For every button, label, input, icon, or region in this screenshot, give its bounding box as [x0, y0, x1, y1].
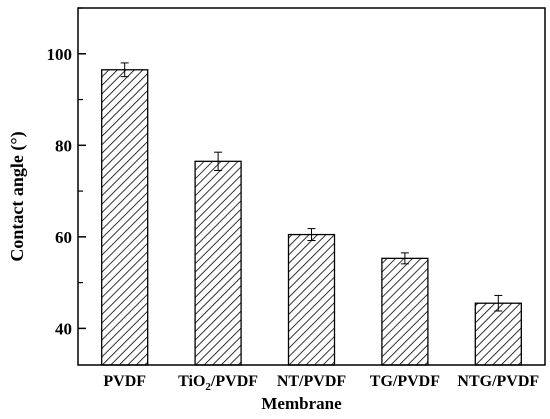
x-tick-label-2: NT/PVDF: [277, 373, 347, 390]
x-axis-title: Membrane: [261, 394, 342, 413]
x-tick-label-3: TG/PVDF: [370, 373, 440, 390]
plot-frame: [77, 7, 546, 366]
labels: PVDF TiO2/PVDF NT/PVDF TG/PVDF NTG/PVDF 40 60 8…: [7, 45, 539, 413]
bar-nt-pvdf: [287, 233, 336, 366]
bar-ntg-pvdf: [474, 302, 522, 366]
y-tick-label-40: 40: [55, 319, 72, 338]
axes: [77, 7, 546, 366]
bar-pvdf: [101, 69, 149, 366]
y-tick-label-80: 80: [55, 136, 72, 155]
x-tick-label-4: NTG/PVDF: [457, 373, 539, 390]
y-tick-label-100: 100: [47, 45, 73, 64]
y-tick-label-60: 60: [55, 228, 72, 247]
x-tick-label-0: PVDF: [103, 373, 146, 390]
bar-tio2-pvdf: [194, 160, 242, 366]
bar-tg-pvdf: [381, 257, 429, 366]
y-axis-title: Contact angle (°): [7, 131, 28, 261]
x-tick-label-1: TiO2/PVDF: [178, 373, 258, 393]
plot-area: [101, 62, 522, 366]
